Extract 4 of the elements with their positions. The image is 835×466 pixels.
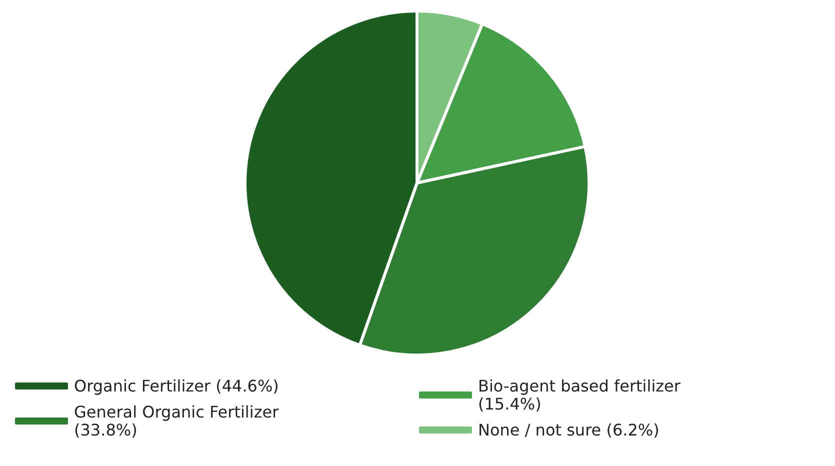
legend-label: None / not sure (6.2%) [478,420,660,440]
legend-label: Bio-agent based fertilizer (15.4%) [478,376,686,414]
legend-label: Organic Fertilizer (44.6%) [74,376,279,396]
legend-label: General Organic Fertilizer (33.8%) [74,402,284,440]
